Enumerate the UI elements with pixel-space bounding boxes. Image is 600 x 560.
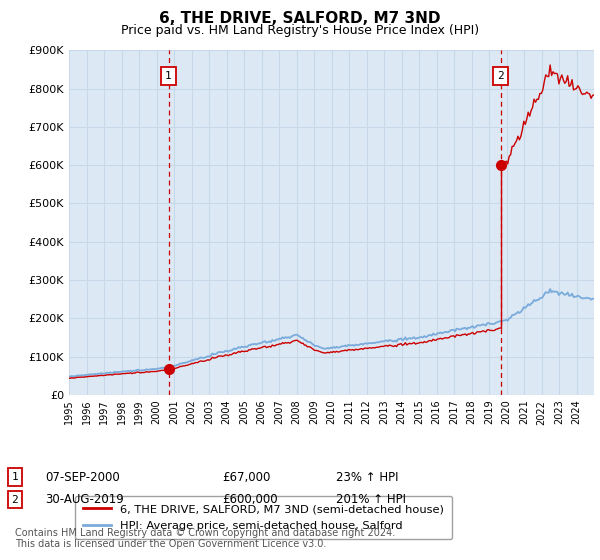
Legend: 6, THE DRIVE, SALFORD, M7 3ND (semi-detached house), HPI: Average price, semi-de: 6, THE DRIVE, SALFORD, M7 3ND (semi-deta… — [74, 496, 452, 539]
Text: 23% ↑ HPI: 23% ↑ HPI — [336, 470, 398, 484]
Text: 1: 1 — [11, 472, 19, 482]
Text: 1: 1 — [165, 71, 172, 81]
Text: 2: 2 — [497, 71, 504, 81]
Text: £67,000: £67,000 — [222, 470, 271, 484]
Text: 201% ↑ HPI: 201% ↑ HPI — [336, 493, 406, 506]
Text: 07-SEP-2000: 07-SEP-2000 — [45, 470, 120, 484]
Text: Contains HM Land Registry data © Crown copyright and database right 2024.: Contains HM Land Registry data © Crown c… — [15, 528, 395, 538]
Text: £600,000: £600,000 — [222, 493, 278, 506]
Text: This data is licensed under the Open Government Licence v3.0.: This data is licensed under the Open Gov… — [15, 539, 326, 549]
Text: 30-AUG-2019: 30-AUG-2019 — [45, 493, 124, 506]
Text: Price paid vs. HM Land Registry's House Price Index (HPI): Price paid vs. HM Land Registry's House … — [121, 24, 479, 36]
Text: 2: 2 — [11, 494, 19, 505]
Text: 6, THE DRIVE, SALFORD, M7 3ND: 6, THE DRIVE, SALFORD, M7 3ND — [159, 11, 441, 26]
